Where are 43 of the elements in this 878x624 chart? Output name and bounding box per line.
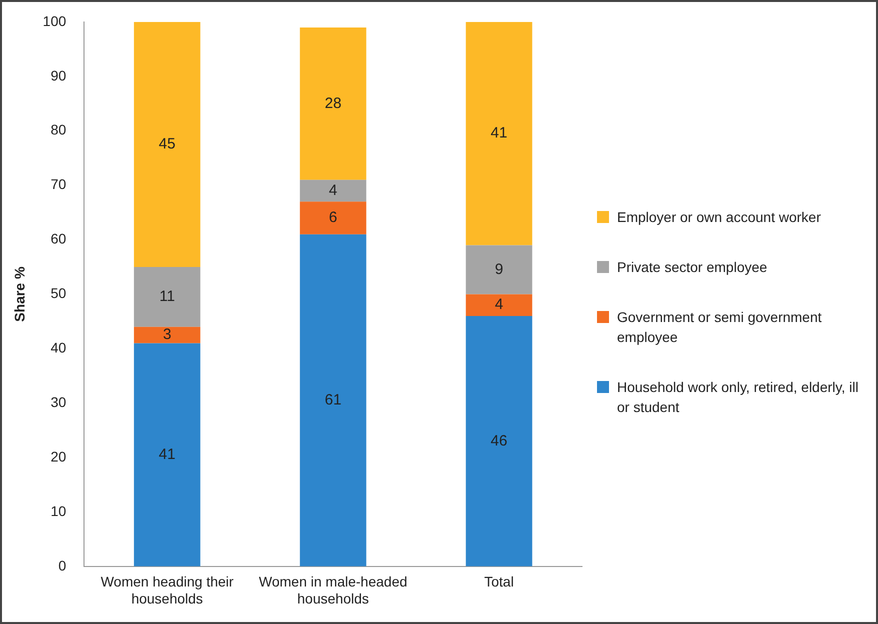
x-tick-label: Women heading their households (100, 574, 234, 606)
bar (466, 294, 532, 316)
y-axis-title: Share % (11, 266, 28, 322)
bar (134, 326, 200, 344)
y-tick-label: 20 (50, 448, 66, 464)
y-tick-label: 50 (50, 285, 66, 302)
y-tick-label: 30 (50, 394, 66, 410)
data-label: 6 (328, 209, 338, 226)
y-tick-label: 0 (58, 557, 66, 574)
legend-label: Employer or own account worker (617, 208, 821, 227)
bar (300, 180, 366, 202)
data-label: 46 (490, 432, 508, 450)
legend-label: Household work only, retired, elderly, ill or student (617, 378, 860, 417)
bar (134, 343, 200, 566)
data-label: 41 (158, 446, 176, 463)
y-tick-label: 60 (50, 230, 66, 247)
y-tick-label: 100 (42, 12, 66, 29)
data-label: 3 (162, 326, 172, 344)
y-tick-label: 90 (50, 67, 66, 84)
y-tick-label: 40 (50, 340, 66, 356)
data-label: 4 (328, 182, 338, 199)
bar (466, 22, 532, 246)
legend-label: Government or semi government employee (617, 308, 823, 347)
bar (134, 22, 200, 267)
data-label: 11 (159, 288, 175, 306)
y-tick-label: 80 (50, 122, 66, 138)
data-label: 4 (494, 296, 504, 314)
bar (134, 266, 200, 327)
data-label: 45 (158, 136, 176, 153)
bar (466, 316, 532, 566)
data-label: 61 (324, 392, 342, 408)
bar (300, 202, 366, 234)
bar (466, 245, 532, 294)
x-tick-label: Women in male-headed households (258, 574, 408, 606)
data-label: 9 (494, 260, 504, 278)
y-tick-label: 10 (50, 502, 66, 519)
bar (300, 27, 366, 180)
legend-label: Private sector employee (617, 258, 768, 277)
x-tick-label: Total (484, 574, 514, 590)
data-label: 41 (490, 124, 508, 142)
data-label: 28 (324, 94, 342, 112)
y-tick-label: 70 (50, 176, 66, 192)
bar (300, 234, 366, 566)
